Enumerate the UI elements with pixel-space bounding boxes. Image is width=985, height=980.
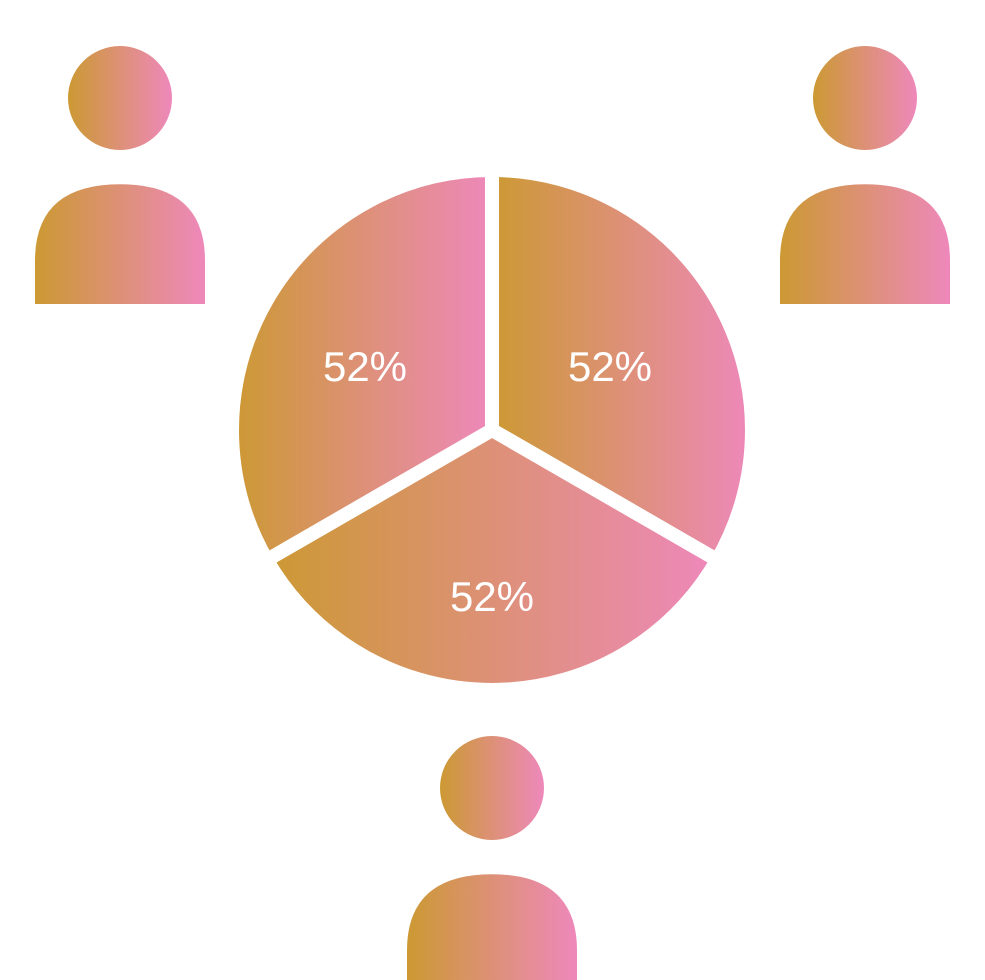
person-icon-1 xyxy=(780,46,950,304)
person-head xyxy=(68,46,172,150)
person-body xyxy=(407,874,577,980)
infographic-svg: 52% 52% 52% xyxy=(0,0,985,980)
person-body xyxy=(35,184,205,304)
person-head xyxy=(813,46,917,150)
person-head xyxy=(440,736,544,840)
infographic-canvas: 52% 52% 52% xyxy=(0,0,985,980)
person-body xyxy=(780,184,950,304)
person-icon-2 xyxy=(407,736,577,980)
pie-slice-label-1: 52% xyxy=(450,573,534,620)
pie-slice-label-2: 52% xyxy=(323,343,407,390)
person-icon-0 xyxy=(35,46,205,304)
pie-slice-label-0: 52% xyxy=(568,343,652,390)
